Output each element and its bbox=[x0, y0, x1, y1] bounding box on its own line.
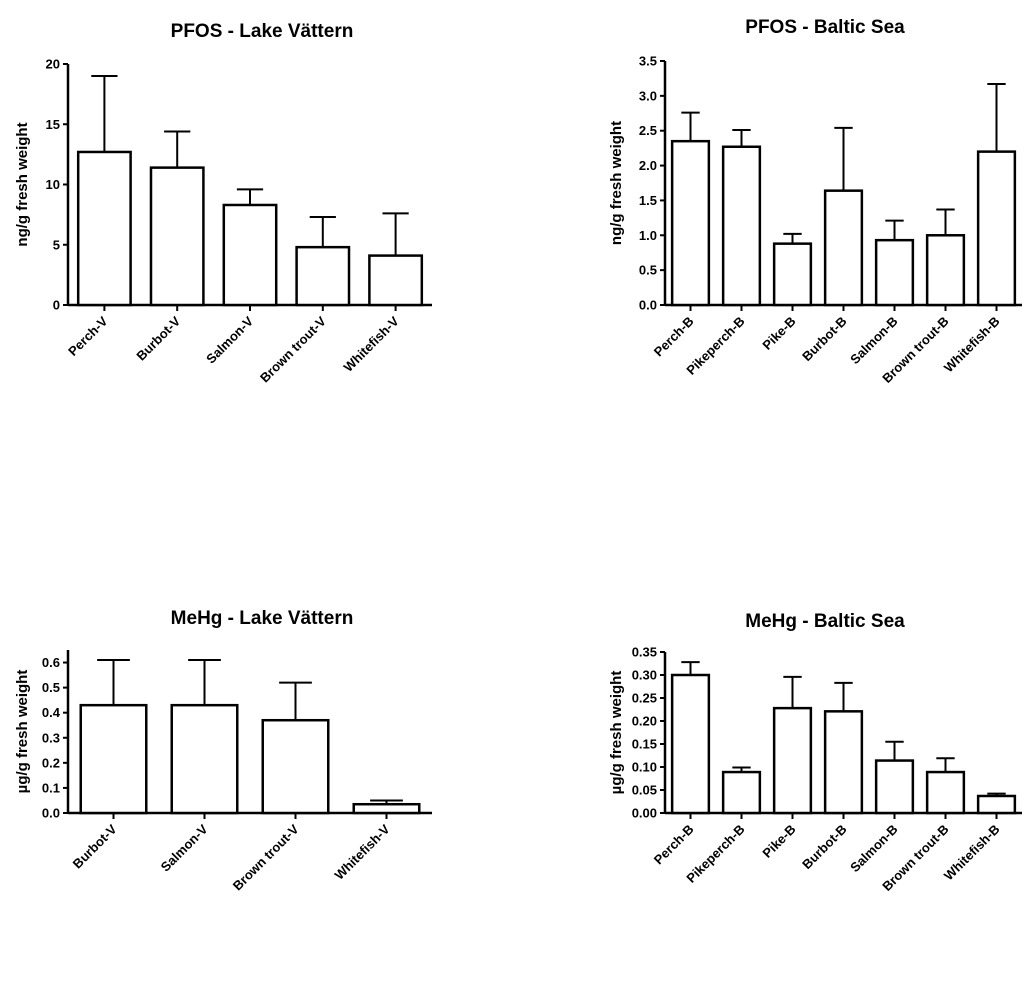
bar-pikeperch-b bbox=[721, 145, 762, 307]
x-tick-label: Brown trout-V bbox=[257, 313, 329, 385]
x-tick-label: Burbot-V bbox=[133, 313, 183, 363]
y-tick-label: 0.35 bbox=[632, 645, 657, 660]
y-axis-label: ng/g fresh weight bbox=[608, 121, 625, 245]
y-axis-label: µg/g fresh weight bbox=[608, 671, 625, 795]
x-tick-label: Pike-B bbox=[759, 314, 798, 353]
x-tick-label: Brown trout-V bbox=[230, 821, 302, 893]
y-tick-label: 0.6 bbox=[42, 655, 60, 670]
chart-title: MeHg - Baltic Sea bbox=[745, 611, 905, 632]
x-tick-label: Whitefish-V bbox=[341, 313, 402, 374]
y-tick-label: 0.2 bbox=[42, 755, 60, 770]
x-tick-label: Perch-B bbox=[651, 822, 697, 868]
y-tick-label: 0.5 bbox=[42, 680, 60, 695]
y-tick-label: 5 bbox=[53, 237, 60, 252]
y-tick-label: 1.0 bbox=[639, 228, 657, 243]
y-tick-label: 3.5 bbox=[639, 54, 657, 69]
bar-burbot-b bbox=[823, 189, 864, 307]
y-tick-label: 0.20 bbox=[632, 714, 657, 729]
bar-whitefish-v bbox=[368, 254, 424, 307]
y-tick-label: 15 bbox=[46, 117, 60, 132]
bar-pike-b bbox=[772, 706, 813, 815]
bar-whitefish-v bbox=[352, 802, 421, 815]
bar-burbot-b bbox=[823, 710, 864, 815]
chart-title: PFOS - Baltic Sea bbox=[745, 17, 905, 38]
y-tick-label: 0.30 bbox=[632, 668, 657, 683]
bar-pikeperch-b bbox=[721, 770, 762, 815]
y-tick-label: 0.1 bbox=[42, 780, 60, 795]
y-tick-label: 0.0 bbox=[42, 806, 60, 821]
bar-burbot-v bbox=[79, 703, 148, 815]
y-tick-label: 3.0 bbox=[639, 88, 657, 103]
x-tick-label: Salmon-V bbox=[203, 313, 256, 366]
chart-pfos-lake-vattern: PFOS - Lake Vättern ng/g fresh weight 0 5… bbox=[14, 21, 432, 385]
y-tick-label: 0.0 bbox=[639, 298, 657, 313]
bar-brown-trout-v bbox=[295, 245, 351, 307]
y-axis-label: ng/g fresh weight bbox=[14, 122, 31, 246]
bar-brown-trout-v bbox=[261, 718, 330, 815]
bar-pike-b bbox=[772, 242, 813, 307]
bar-whitefish-b bbox=[976, 150, 1017, 307]
y-tick-label: 0.10 bbox=[632, 760, 657, 775]
y-tick-label: 1.5 bbox=[639, 193, 657, 208]
y-tick-label: 20 bbox=[46, 57, 60, 72]
x-tick-label: Pike-B bbox=[759, 822, 798, 861]
y-tick-label: 0.05 bbox=[632, 783, 657, 798]
y-tick-label: 2.5 bbox=[639, 123, 657, 138]
bar-whitefish-b bbox=[976, 794, 1017, 815]
x-tick-label: Perch-V bbox=[65, 313, 111, 359]
bar-salmon-b bbox=[874, 238, 915, 307]
y-tick-label: 0.25 bbox=[632, 691, 657, 706]
chart-pfos-baltic-sea: PFOS - Baltic Sea ng/g fresh weight 0.0 0… bbox=[608, 17, 1022, 386]
bar-perch-v bbox=[76, 150, 132, 307]
x-tick-label: Salmon-B bbox=[847, 314, 901, 368]
y-axis-label: µg/g fresh weight bbox=[14, 670, 31, 794]
bar-salmon-v bbox=[222, 203, 278, 307]
chart-mehg-lake-vattern: MeHg - Lake Vättern µg/g fresh weight 0.… bbox=[14, 608, 432, 893]
bar-brown-trout-b bbox=[925, 770, 966, 815]
x-tick-label: Burbot-B bbox=[799, 314, 849, 364]
chart-mehg-baltic-sea: MeHg - Baltic Sea µg/g fresh weight 0.00… bbox=[608, 611, 1022, 894]
y-tick-label: 0.15 bbox=[632, 737, 657, 752]
bar-salmon-v bbox=[170, 703, 239, 815]
x-tick-label: Salmon-V bbox=[158, 821, 211, 874]
y-tick-label: 0.3 bbox=[42, 730, 60, 745]
bar-burbot-v bbox=[149, 166, 205, 307]
x-tick-label: Perch-B bbox=[651, 314, 697, 360]
x-tick-label: Whitefish-V bbox=[331, 821, 392, 882]
y-tick-label: 10 bbox=[46, 177, 60, 192]
bar-perch-b bbox=[670, 673, 711, 815]
y-tick-label: 0 bbox=[53, 298, 60, 313]
y-tick-label: 0.5 bbox=[639, 263, 657, 278]
bar-salmon-b bbox=[874, 759, 915, 815]
y-tick-label: 0.4 bbox=[42, 705, 61, 720]
y-tick-label: 2.0 bbox=[639, 158, 657, 173]
chart-title: PFOS - Lake Vättern bbox=[171, 21, 354, 42]
y-tick-label: 0.00 bbox=[632, 806, 657, 821]
x-tick-label: Burbot-B bbox=[799, 822, 849, 872]
x-tick-label: Burbot-V bbox=[70, 821, 120, 871]
chart-title: MeHg - Lake Vättern bbox=[171, 608, 354, 629]
bar-perch-b bbox=[670, 139, 711, 307]
bar-brown-trout-b bbox=[925, 234, 966, 307]
x-tick-label: Salmon-B bbox=[847, 822, 901, 876]
